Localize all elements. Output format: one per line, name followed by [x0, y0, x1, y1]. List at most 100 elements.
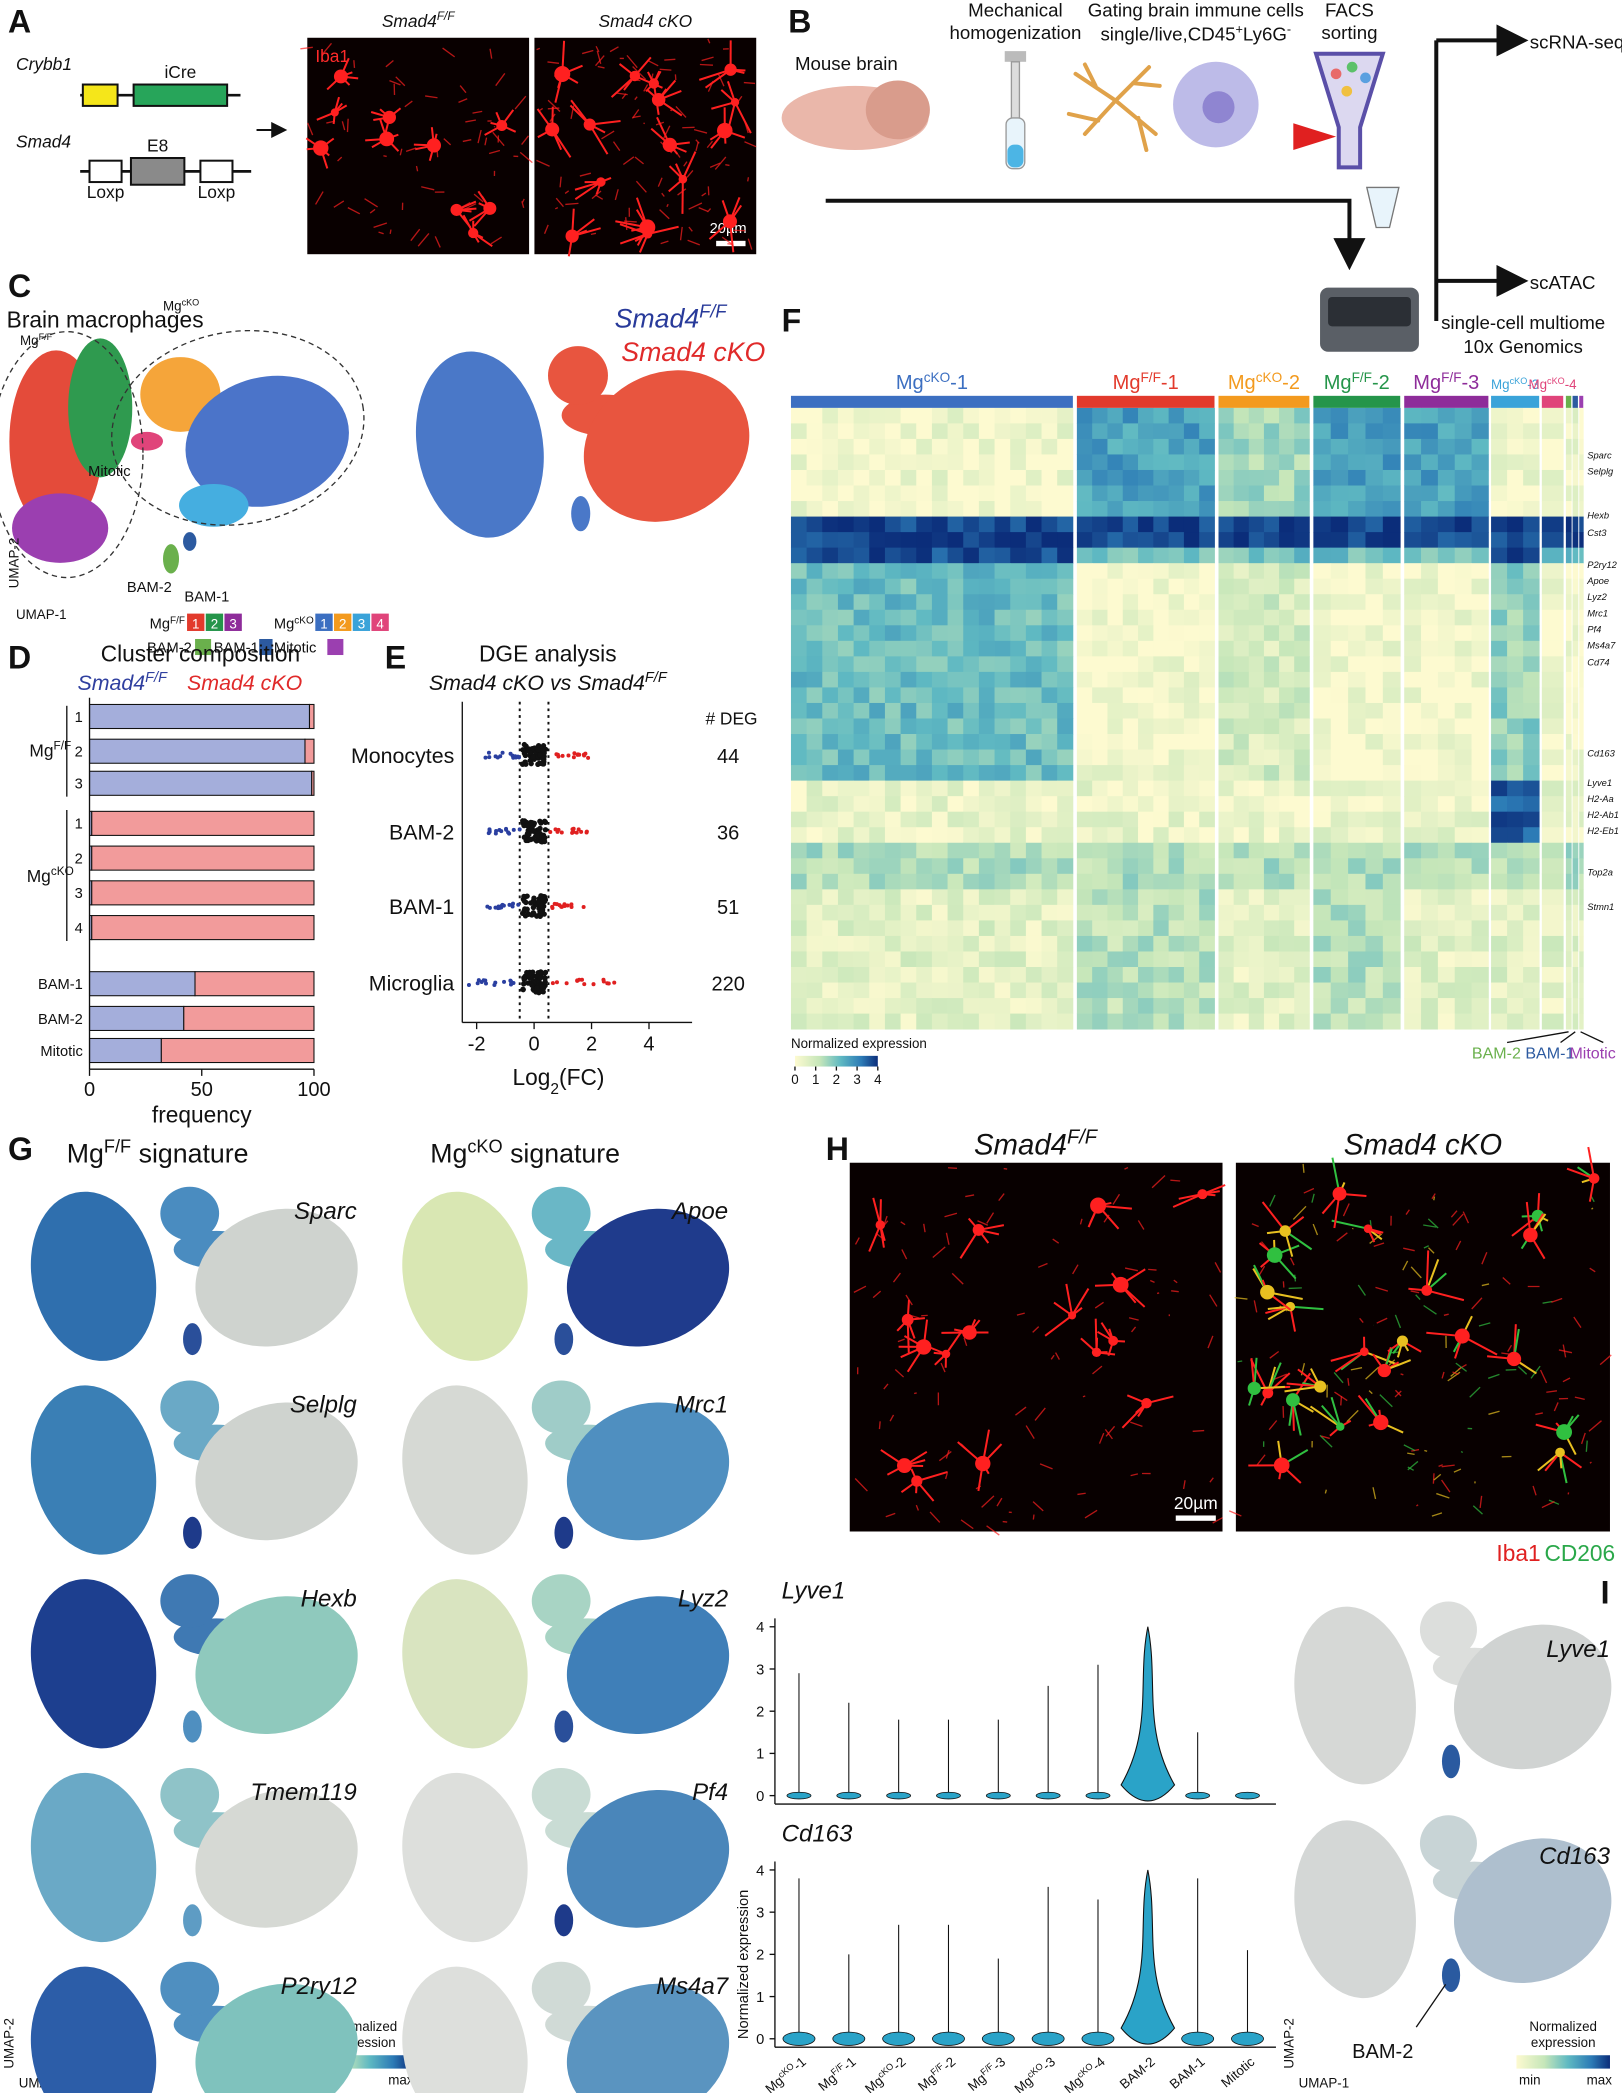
heatmap-cell — [1233, 656, 1250, 673]
process — [1130, 1473, 1139, 1477]
heatmap-cell — [1491, 967, 1508, 983]
heatmap-cell — [1507, 718, 1524, 735]
heatmap-cell — [1263, 998, 1280, 1014]
heatmap-cell — [1565, 625, 1572, 642]
heatmap-cell — [963, 547, 980, 564]
heatmap-cell — [822, 982, 839, 999]
heatmap-cell — [1565, 609, 1572, 626]
heatmap-cell — [1057, 656, 1074, 673]
heatmap-cell — [1523, 734, 1540, 750]
heatmap-cell — [1248, 578, 1265, 595]
heatmap-cell — [1248, 423, 1265, 440]
heatmap-cell — [916, 796, 933, 813]
heatmap-cell — [963, 858, 980, 875]
heatmap-cell — [1313, 485, 1332, 502]
heatmap-cell — [884, 609, 901, 626]
heatmap-cell — [1382, 858, 1401, 875]
bar-segment — [88, 738, 306, 764]
heatmap-cell — [1248, 873, 1265, 890]
process — [914, 1392, 917, 1395]
heatmap-cell — [1263, 1013, 1280, 1030]
process — [915, 1504, 920, 1511]
heatmap-cell — [1041, 780, 1058, 797]
heatmap-cell — [1541, 842, 1564, 859]
heatmap-cell — [1076, 889, 1093, 906]
heatmap-cell — [1330, 951, 1349, 968]
heatmap-cell — [1122, 935, 1139, 952]
rect-shape — [195, 638, 212, 656]
heatmap-cell — [1421, 967, 1439, 983]
heatmap-cell — [1565, 889, 1572, 906]
heatmap-cell — [1294, 578, 1310, 595]
heatmap-cell — [1092, 827, 1108, 844]
heatmap-cell — [806, 765, 823, 782]
process — [1431, 1193, 1436, 1200]
process — [622, 156, 635, 166]
heatmap-cell — [1437, 780, 1456, 797]
heatmap-cell — [1279, 827, 1295, 844]
heatmap-cell — [1313, 765, 1332, 782]
gene-point — [601, 977, 606, 982]
process — [883, 1383, 889, 1390]
process — [337, 156, 343, 162]
heatmap-cell — [1183, 920, 1200, 937]
heatmap-cell — [1313, 469, 1332, 486]
process — [1425, 1259, 1440, 1291]
heatmap-cell — [1365, 734, 1384, 750]
heatmap-cell — [837, 935, 855, 952]
heatmap-cell — [1279, 935, 1295, 952]
heatmap-cell — [1263, 671, 1280, 688]
gene-point — [487, 755, 492, 760]
heatmap-cell — [1041, 796, 1058, 813]
heatmap-cell — [1263, 640, 1280, 657]
process — [1376, 1317, 1388, 1324]
process — [536, 47, 541, 51]
heatmap-cell — [1523, 904, 1540, 921]
heatmap-cell — [1233, 501, 1250, 517]
heatmap-cell — [1454, 438, 1472, 455]
heatmap-cell — [822, 842, 839, 859]
heatmap-cell — [837, 1013, 855, 1030]
process — [1251, 1223, 1259, 1228]
heatmap-cell — [1541, 640, 1564, 657]
heatmap-cell — [1365, 547, 1384, 564]
heatmap-cell — [1523, 827, 1540, 844]
process — [307, 122, 314, 136]
process — [1209, 1477, 1214, 1483]
heatmap-cell — [869, 563, 886, 580]
heatmap-cell — [1263, 625, 1280, 642]
heatmap-cell — [900, 873, 917, 890]
process — [1359, 1317, 1364, 1323]
heatmap-cell — [1010, 609, 1027, 626]
heatmap-cell — [1263, 423, 1280, 440]
heatmap-cell — [1263, 780, 1280, 797]
heatmap-cell — [1025, 780, 1042, 797]
heatmap-cell — [790, 469, 808, 486]
heatmap-cell — [1199, 967, 1215, 983]
heatmap-cell — [1183, 718, 1200, 735]
process — [1599, 1354, 1612, 1366]
step-label: sorting — [1321, 22, 1377, 43]
heatmap-cell — [1122, 920, 1139, 937]
heatmap-cell — [1579, 858, 1584, 875]
heatmap-cell — [1541, 967, 1564, 983]
category-label: Microglia — [369, 971, 455, 995]
heatmap-cell — [1263, 749, 1280, 766]
heatmap-cell — [1041, 889, 1058, 906]
heatmap-cell — [822, 951, 839, 968]
heatmap-cell — [1523, 501, 1540, 517]
heatmap-cell — [1041, 532, 1058, 549]
heatmap-cell — [1382, 998, 1401, 1014]
heatmap-cell — [931, 516, 948, 533]
heatmap-cell — [1572, 702, 1579, 719]
heatmap-cell — [1218, 765, 1235, 782]
heatmap-cell — [1330, 827, 1349, 844]
heatmap-cell — [790, 423, 808, 440]
heatmap-cell — [1365, 749, 1384, 766]
heatmap-cell — [1294, 407, 1310, 424]
heatmap-cell — [1010, 702, 1027, 719]
heatmap-cell — [1218, 532, 1235, 549]
heatmap-cell — [1348, 640, 1366, 657]
heatmap-cell — [1168, 967, 1185, 983]
process — [383, 155, 387, 158]
